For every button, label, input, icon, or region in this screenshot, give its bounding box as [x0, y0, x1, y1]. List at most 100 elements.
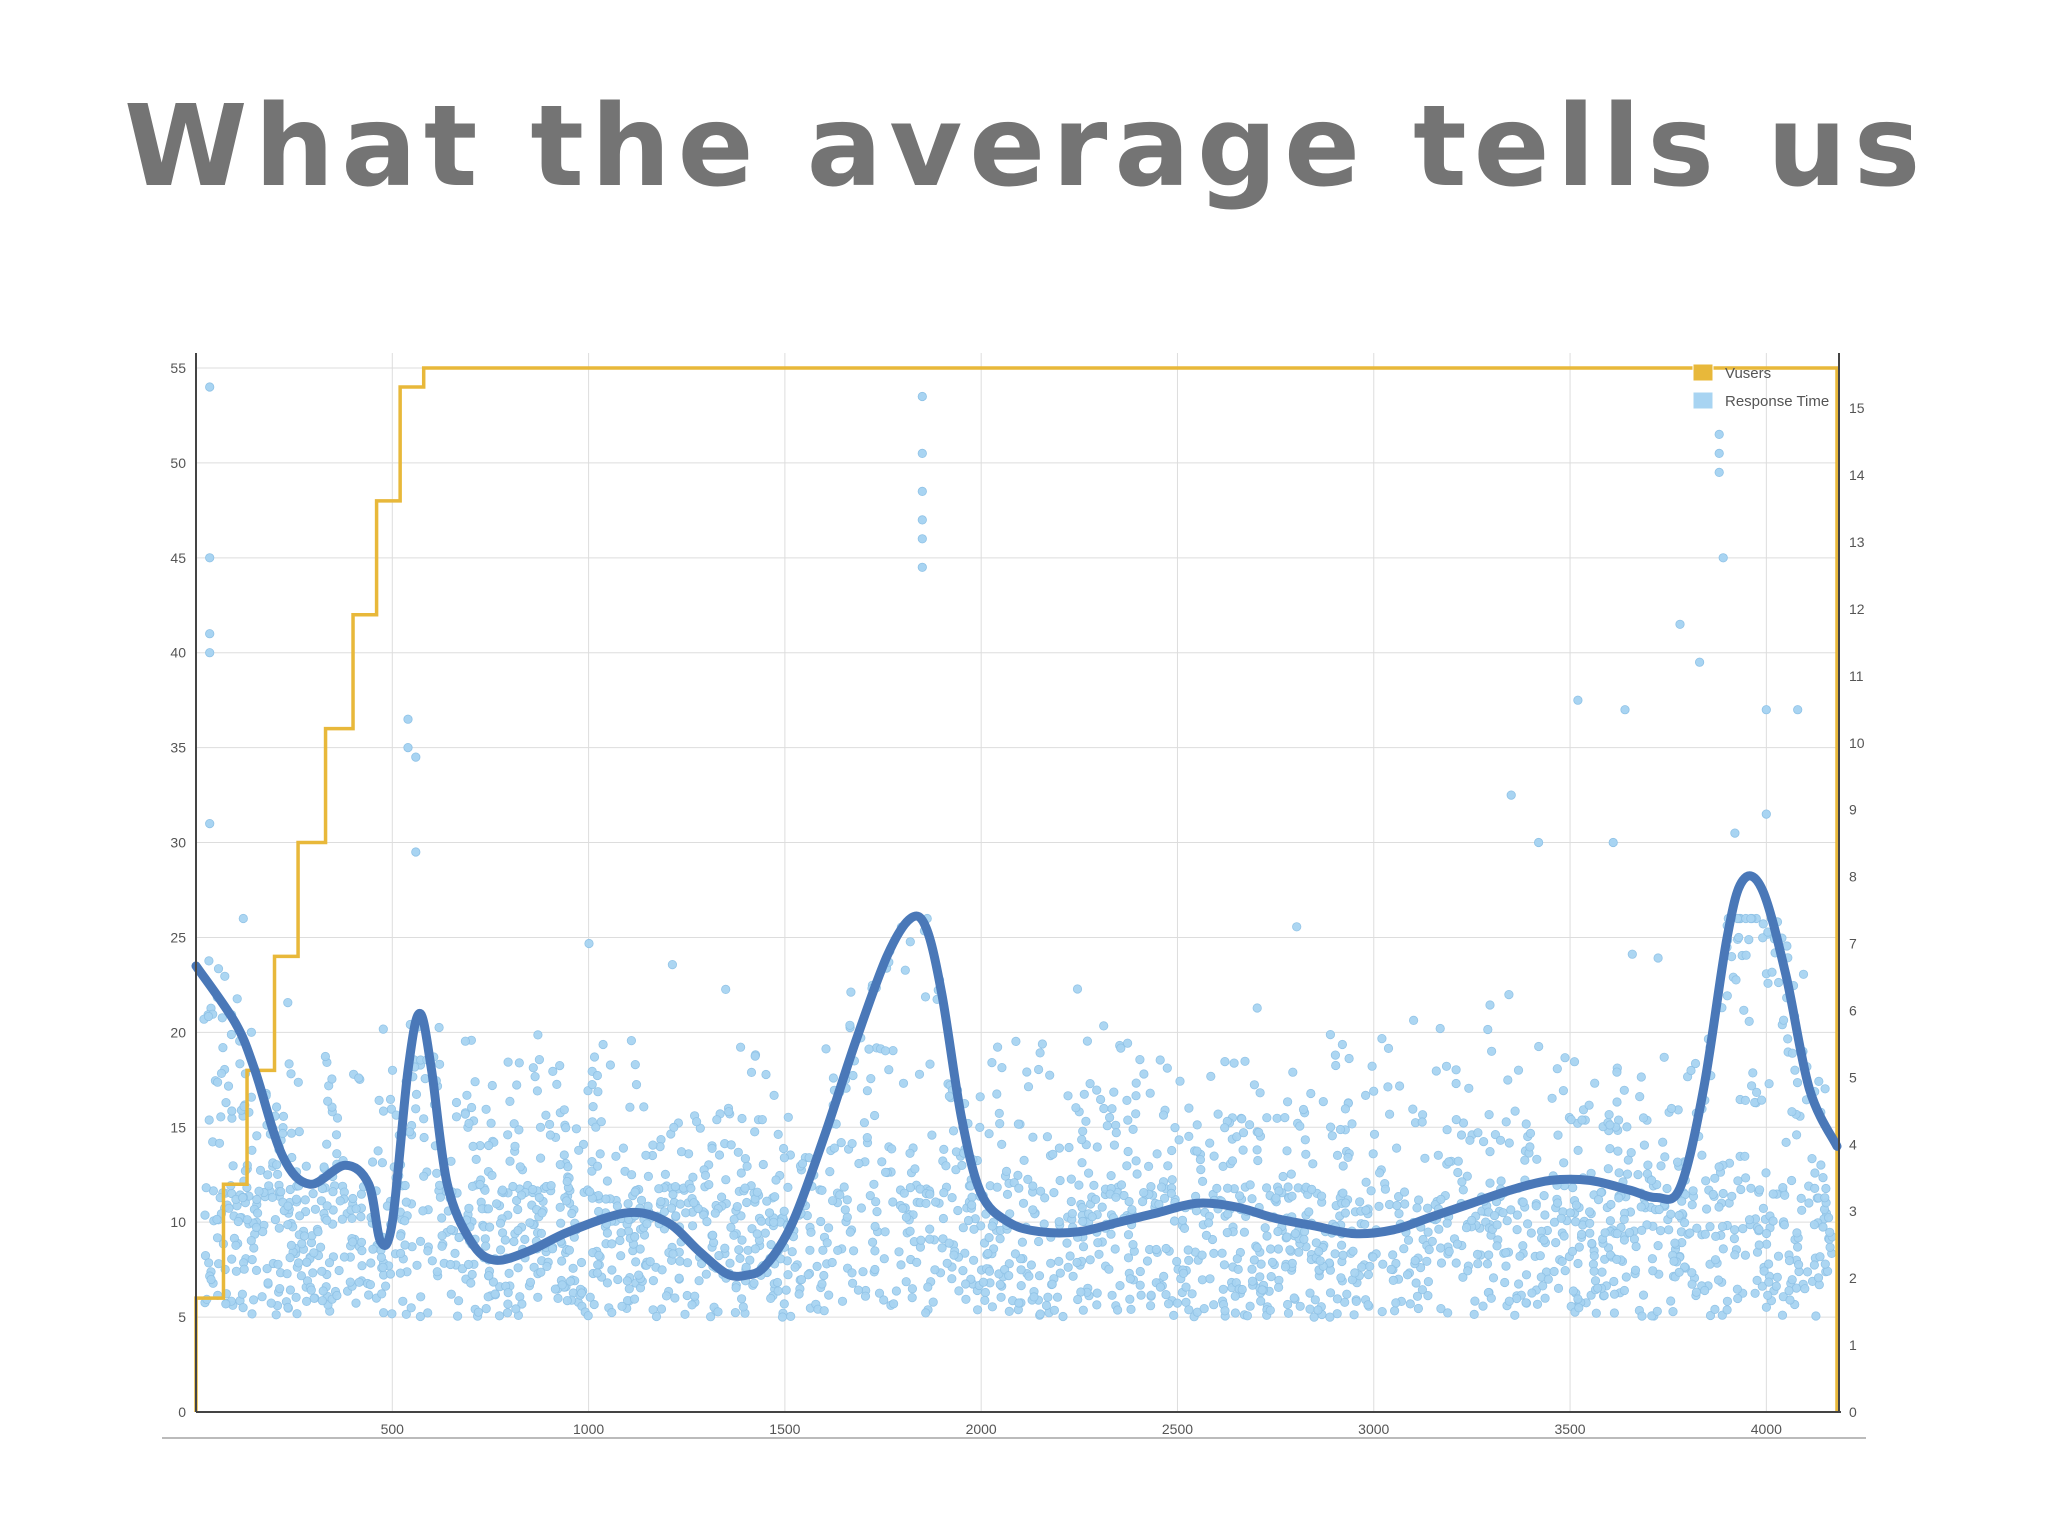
response-time-point: [1325, 1030, 1336, 1040]
response-time-point: [1222, 1228, 1232, 1238]
response-time-point: [944, 1238, 954, 1248]
response-time-point: [1377, 1034, 1387, 1044]
response-time-point: [1584, 1100, 1594, 1110]
response-time-point: [790, 1262, 800, 1272]
response-time-point: [674, 1273, 684, 1283]
response-time-point: [1017, 1237, 1028, 1247]
response-time-point: [1451, 1078, 1461, 1089]
response-time-point: [514, 1125, 524, 1135]
response-time-point: [740, 1183, 750, 1193]
response-time-point: [1738, 1224, 1748, 1234]
response-time-point: [1184, 1131, 1194, 1142]
response-time-point: [503, 1057, 513, 1067]
response-time-point: [1413, 1303, 1424, 1314]
response-time-point: [1280, 1262, 1291, 1272]
response-time-point: [1325, 1288, 1336, 1298]
response-time-point: [1344, 1053, 1354, 1064]
response-time-point: [730, 1308, 741, 1318]
response-time-point: [488, 1277, 498, 1287]
response-time-point: [939, 1188, 949, 1198]
response-time-point: [910, 1164, 920, 1174]
response-time-point: [555, 1061, 565, 1071]
response-time-point: [508, 1181, 518, 1192]
response-time-point: [1674, 1267, 1684, 1277]
response-time-point: [1016, 1281, 1026, 1291]
response-time-point: [275, 1284, 285, 1294]
response-time-point: [1128, 1124, 1138, 1135]
response-time-point: [1249, 1080, 1260, 1090]
response-time-point: [486, 1118, 496, 1128]
response-time-point: [1410, 1256, 1420, 1266]
response-time-point: [930, 1265, 940, 1275]
response-time-point: [845, 1020, 855, 1030]
response-time-point: [1714, 448, 1724, 458]
response-time-point: [901, 1212, 912, 1222]
response-time-point: [1714, 429, 1724, 439]
response-time-point: [1467, 1215, 1477, 1226]
response-time-point: [201, 1183, 211, 1193]
response-time-point: [634, 1270, 644, 1280]
response-time-point: [437, 1241, 447, 1251]
response-time-point: [1664, 1225, 1674, 1235]
response-time-point: [1299, 1234, 1309, 1244]
response-time-point: [317, 1266, 327, 1276]
response-time-point: [512, 1080, 522, 1090]
response-time-point: [357, 1261, 367, 1271]
response-time-point: [509, 1119, 519, 1129]
response-time-point: [432, 1267, 442, 1277]
response-time-point: [1013, 1170, 1023, 1181]
response-time-point: [1238, 1128, 1249, 1138]
response-time-point: [537, 1208, 547, 1218]
response-time-point: [687, 1300, 697, 1310]
response-time-point: [415, 1236, 426, 1247]
response-time-point: [1046, 1258, 1056, 1268]
response-time-point: [901, 1277, 911, 1287]
response-time-point: [1442, 1218, 1452, 1228]
response-time-point: [1810, 1183, 1820, 1194]
response-time-point: [917, 534, 927, 544]
response-time-point: [1717, 1222, 1728, 1232]
response-time-point: [246, 1236, 256, 1246]
response-time-point: [827, 1257, 837, 1268]
response-time-point: [1066, 1174, 1076, 1184]
response-time-point: [1252, 1145, 1262, 1155]
response-time-point: [357, 1246, 367, 1256]
response-time-point: [871, 1197, 881, 1207]
response-time-point: [1677, 1196, 1687, 1206]
response-time-point: [530, 1072, 540, 1082]
x-tick-label: 3500: [1554, 1421, 1585, 1437]
response-time-point: [1253, 1155, 1263, 1166]
response-time-point: [1558, 1086, 1569, 1096]
response-time-point: [1230, 1308, 1241, 1318]
response-time-point: [1453, 1156, 1463, 1166]
response-time-point: [731, 1283, 741, 1293]
response-time-point: [1064, 1142, 1074, 1153]
response-time-point: [387, 1065, 398, 1075]
response-time-point: [1116, 1180, 1127, 1190]
response-time-point: [1714, 1202, 1724, 1212]
response-time-point: [869, 1179, 879, 1189]
response-time-point: [1368, 1149, 1378, 1159]
response-time-point: [484, 1140, 494, 1151]
response-time-point: [1553, 1283, 1564, 1294]
average-line: [191, 871, 1842, 1281]
response-time-point: [1233, 1264, 1243, 1275]
response-time-point: [1631, 1241, 1641, 1252]
response-time-point: [1606, 1199, 1616, 1210]
response-time-point: [327, 1074, 337, 1084]
response-time-point: [1567, 1246, 1578, 1257]
average-series: [191, 871, 1842, 1281]
response-time-point: [894, 1247, 904, 1257]
response-time-point: [1245, 1120, 1255, 1130]
response-time-point: [1092, 1288, 1102, 1298]
response-time-point: [675, 1199, 685, 1209]
response-time-point: [473, 1307, 483, 1317]
response-time-point: [1307, 1184, 1317, 1195]
response-time-point: [1637, 1225, 1647, 1236]
response-time-point: [1078, 1126, 1088, 1136]
response-time-point: [367, 1157, 378, 1167]
response-time-point: [1146, 1182, 1156, 1192]
response-time-point: [224, 1203, 234, 1213]
response-time-point: [847, 1268, 857, 1278]
response-time-point: [1488, 1273, 1499, 1283]
